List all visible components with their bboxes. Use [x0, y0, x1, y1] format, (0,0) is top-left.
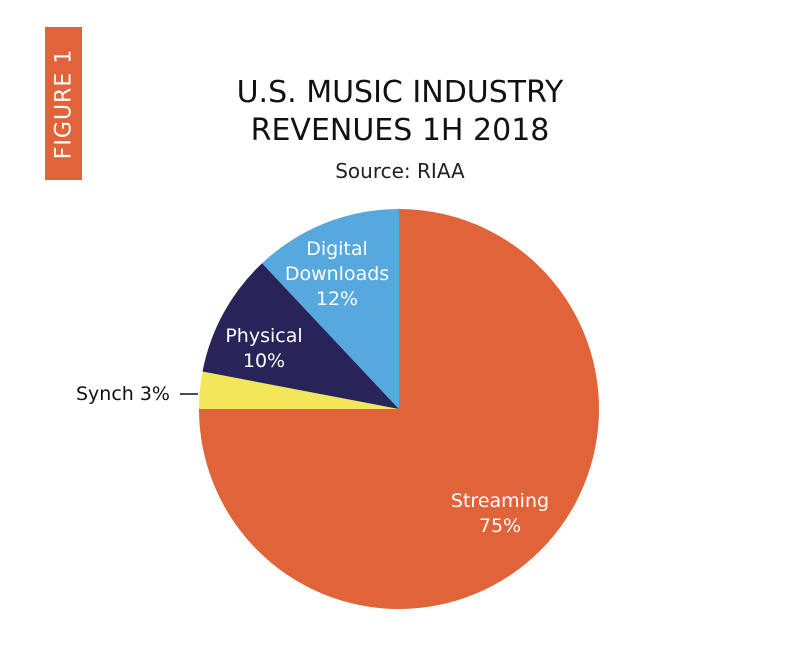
- chart-subtitle: Source: RIAA: [335, 159, 465, 183]
- chart-title-line-1: U.S. MUSIC INDUSTRY: [236, 75, 564, 110]
- slice-label-line: Streaming: [451, 490, 549, 512]
- slice-label-line: Physical: [225, 325, 302, 347]
- slice-label-line: Digital: [306, 238, 368, 260]
- slice-label-line: Synch 3%: [76, 383, 170, 405]
- slice-label: Streaming 75%: [451, 490, 549, 537]
- figure-tab: FIGURE 1: [45, 27, 82, 180]
- chart-title: U.S. MUSIC INDUSTRY REVENUES 1H 2018: [0, 74, 800, 150]
- slice-label-line: 12%: [316, 288, 358, 310]
- chart-title-line-2: REVENUES 1H 2018: [250, 113, 550, 148]
- slice-label: Synch 3%: [76, 383, 170, 405]
- slice-label-line: 10%: [243, 350, 285, 372]
- slice-label-line: Downloads: [285, 263, 389, 285]
- slice-label-line: 75%: [479, 515, 521, 537]
- pie-slice: [199, 371, 399, 409]
- pie-slice: [202, 263, 399, 409]
- slice-label: Physical 10%: [225, 325, 302, 372]
- pie-slice: [262, 209, 399, 409]
- slice-label: Digital Downloads 12%: [285, 238, 389, 310]
